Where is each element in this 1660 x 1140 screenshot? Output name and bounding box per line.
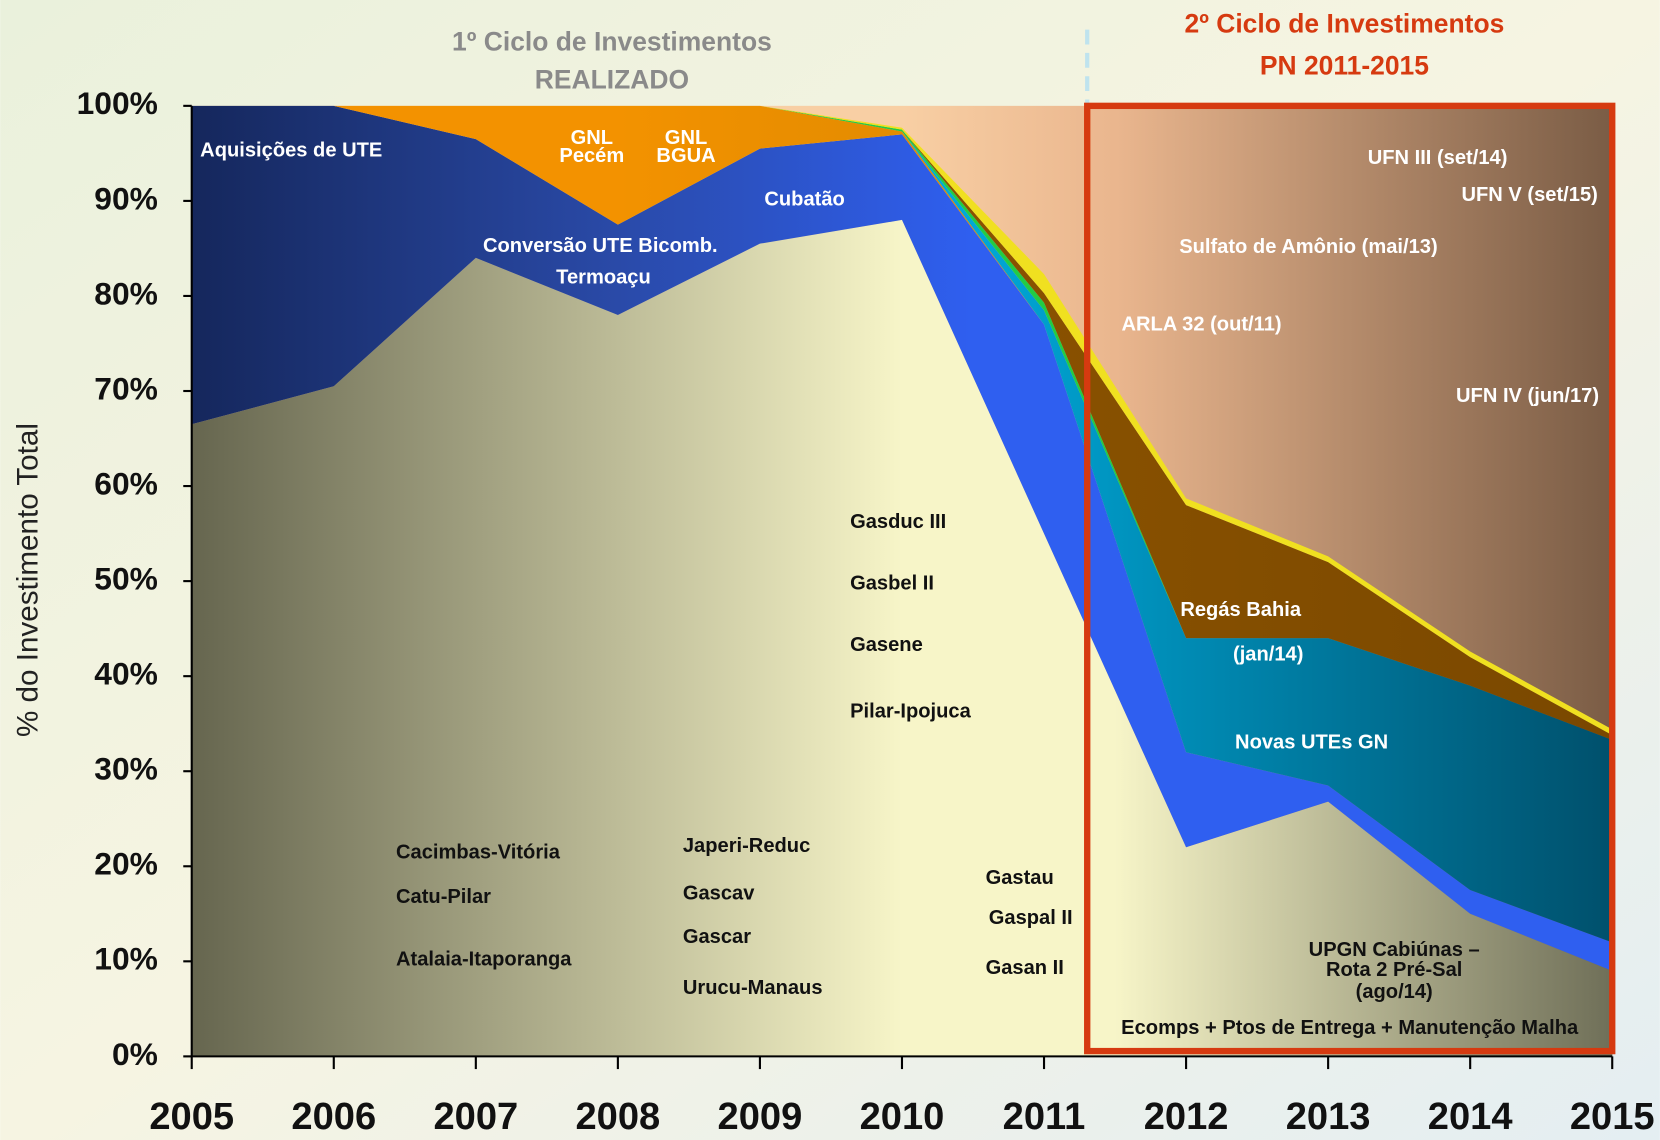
x-tick-label: 2011 [1003,1096,1086,1138]
annotation: Sulfato de Amônio (mai/13) [1179,236,1437,258]
annotation: ARLA 32 (out/11) [1121,313,1281,335]
annotation: Japeri-Reduc [683,835,810,857]
cycle-box [1084,102,1616,1055]
annotation: Urucu-Manaus [683,977,823,999]
x-tick-label: 2015 [1570,1096,1655,1138]
y-tick-label: 60% [94,465,158,501]
area [191,105,1613,943]
header: 1º Ciclo de Investimentos [452,26,772,56]
y-tick-label: 30% [94,751,158,787]
annotation: Aquisições de UTE [200,140,382,162]
annotation: (jan/14) [1233,644,1303,666]
y-tick-label: 70% [94,370,158,406]
annotation: Conversão UTE Bicomb. [483,235,718,257]
y-tick-label: 100% [77,85,158,121]
y-tick-label: 10% [94,941,158,977]
annotation: GNL [571,127,613,149]
y-tick-label: 50% [94,561,158,597]
annotation: Gaspal II [989,907,1073,929]
annotation: Pecém [559,145,624,167]
annotation: Gasduc III [850,511,946,533]
header: PN 2011-2015 [1260,51,1429,81]
annotation: Gascar [683,926,751,948]
x-tick-label: 2006 [291,1096,376,1138]
annotation: UFN IV (jun/17) [1456,385,1599,407]
annotation: Gascav [683,883,755,905]
x-tick-label: 2012 [1144,1096,1229,1138]
annotation: UFN V (set/15) [1462,184,1598,206]
annotation: Cubatão [764,188,844,210]
annotation: Cacimbas-Vitória [396,841,561,863]
x-tick-label: 2009 [718,1096,803,1138]
x-tick-label: 2013 [1286,1096,1371,1138]
area [191,105,1613,971]
annotation: Gasbel II [850,573,934,595]
annotation: Catu-Pilar [396,886,491,908]
annotation: Novas UTEs GN [1235,731,1388,753]
annotation: Gastau [986,867,1054,889]
x-tick-label: 2007 [433,1096,518,1138]
annotation: Rota 2 Pré-Sal [1326,959,1462,981]
annotation: GNL [665,127,707,149]
annotation: Pilar-Ipojuca [850,701,972,723]
y-tick-label: 0% [112,1036,158,1072]
annotation: UPGN Cabiúnas – [1309,939,1480,961]
x-tick-label: 2008 [576,1096,661,1138]
annotation: (ago/14) [1356,981,1433,1003]
annotation: Termoaçu [556,267,651,289]
annotation: UFN III (set/14) [1368,147,1508,169]
header: REALIZADO [535,64,689,94]
y-tick-label: 20% [94,846,158,882]
annotation: Gasan II [986,957,1064,979]
x-tick-label: 2010 [860,1096,945,1138]
annotation: BGUA [656,145,715,167]
y-tick-label: 80% [94,275,158,311]
annotation: Ecomps + Ptos de Entrega + Manutenção Ma… [1121,1017,1579,1039]
x-tick-label: 2014 [1428,1096,1513,1138]
header: 2º Ciclo de Investimentos [1185,8,1505,38]
y-tick-label: 40% [94,656,158,692]
areas [191,105,1613,1057]
annotation: Gasene [850,634,923,656]
annotation: Regás Bahia [1180,599,1302,621]
annotation: Atalaia-Itaporanga [396,948,572,970]
y-tick-label: 90% [94,180,158,216]
y-axis-label: % do Investimento Total [12,423,45,737]
area [191,219,1613,1057]
x-tick-label: 2005 [149,1096,234,1138]
area [191,105,1613,740]
